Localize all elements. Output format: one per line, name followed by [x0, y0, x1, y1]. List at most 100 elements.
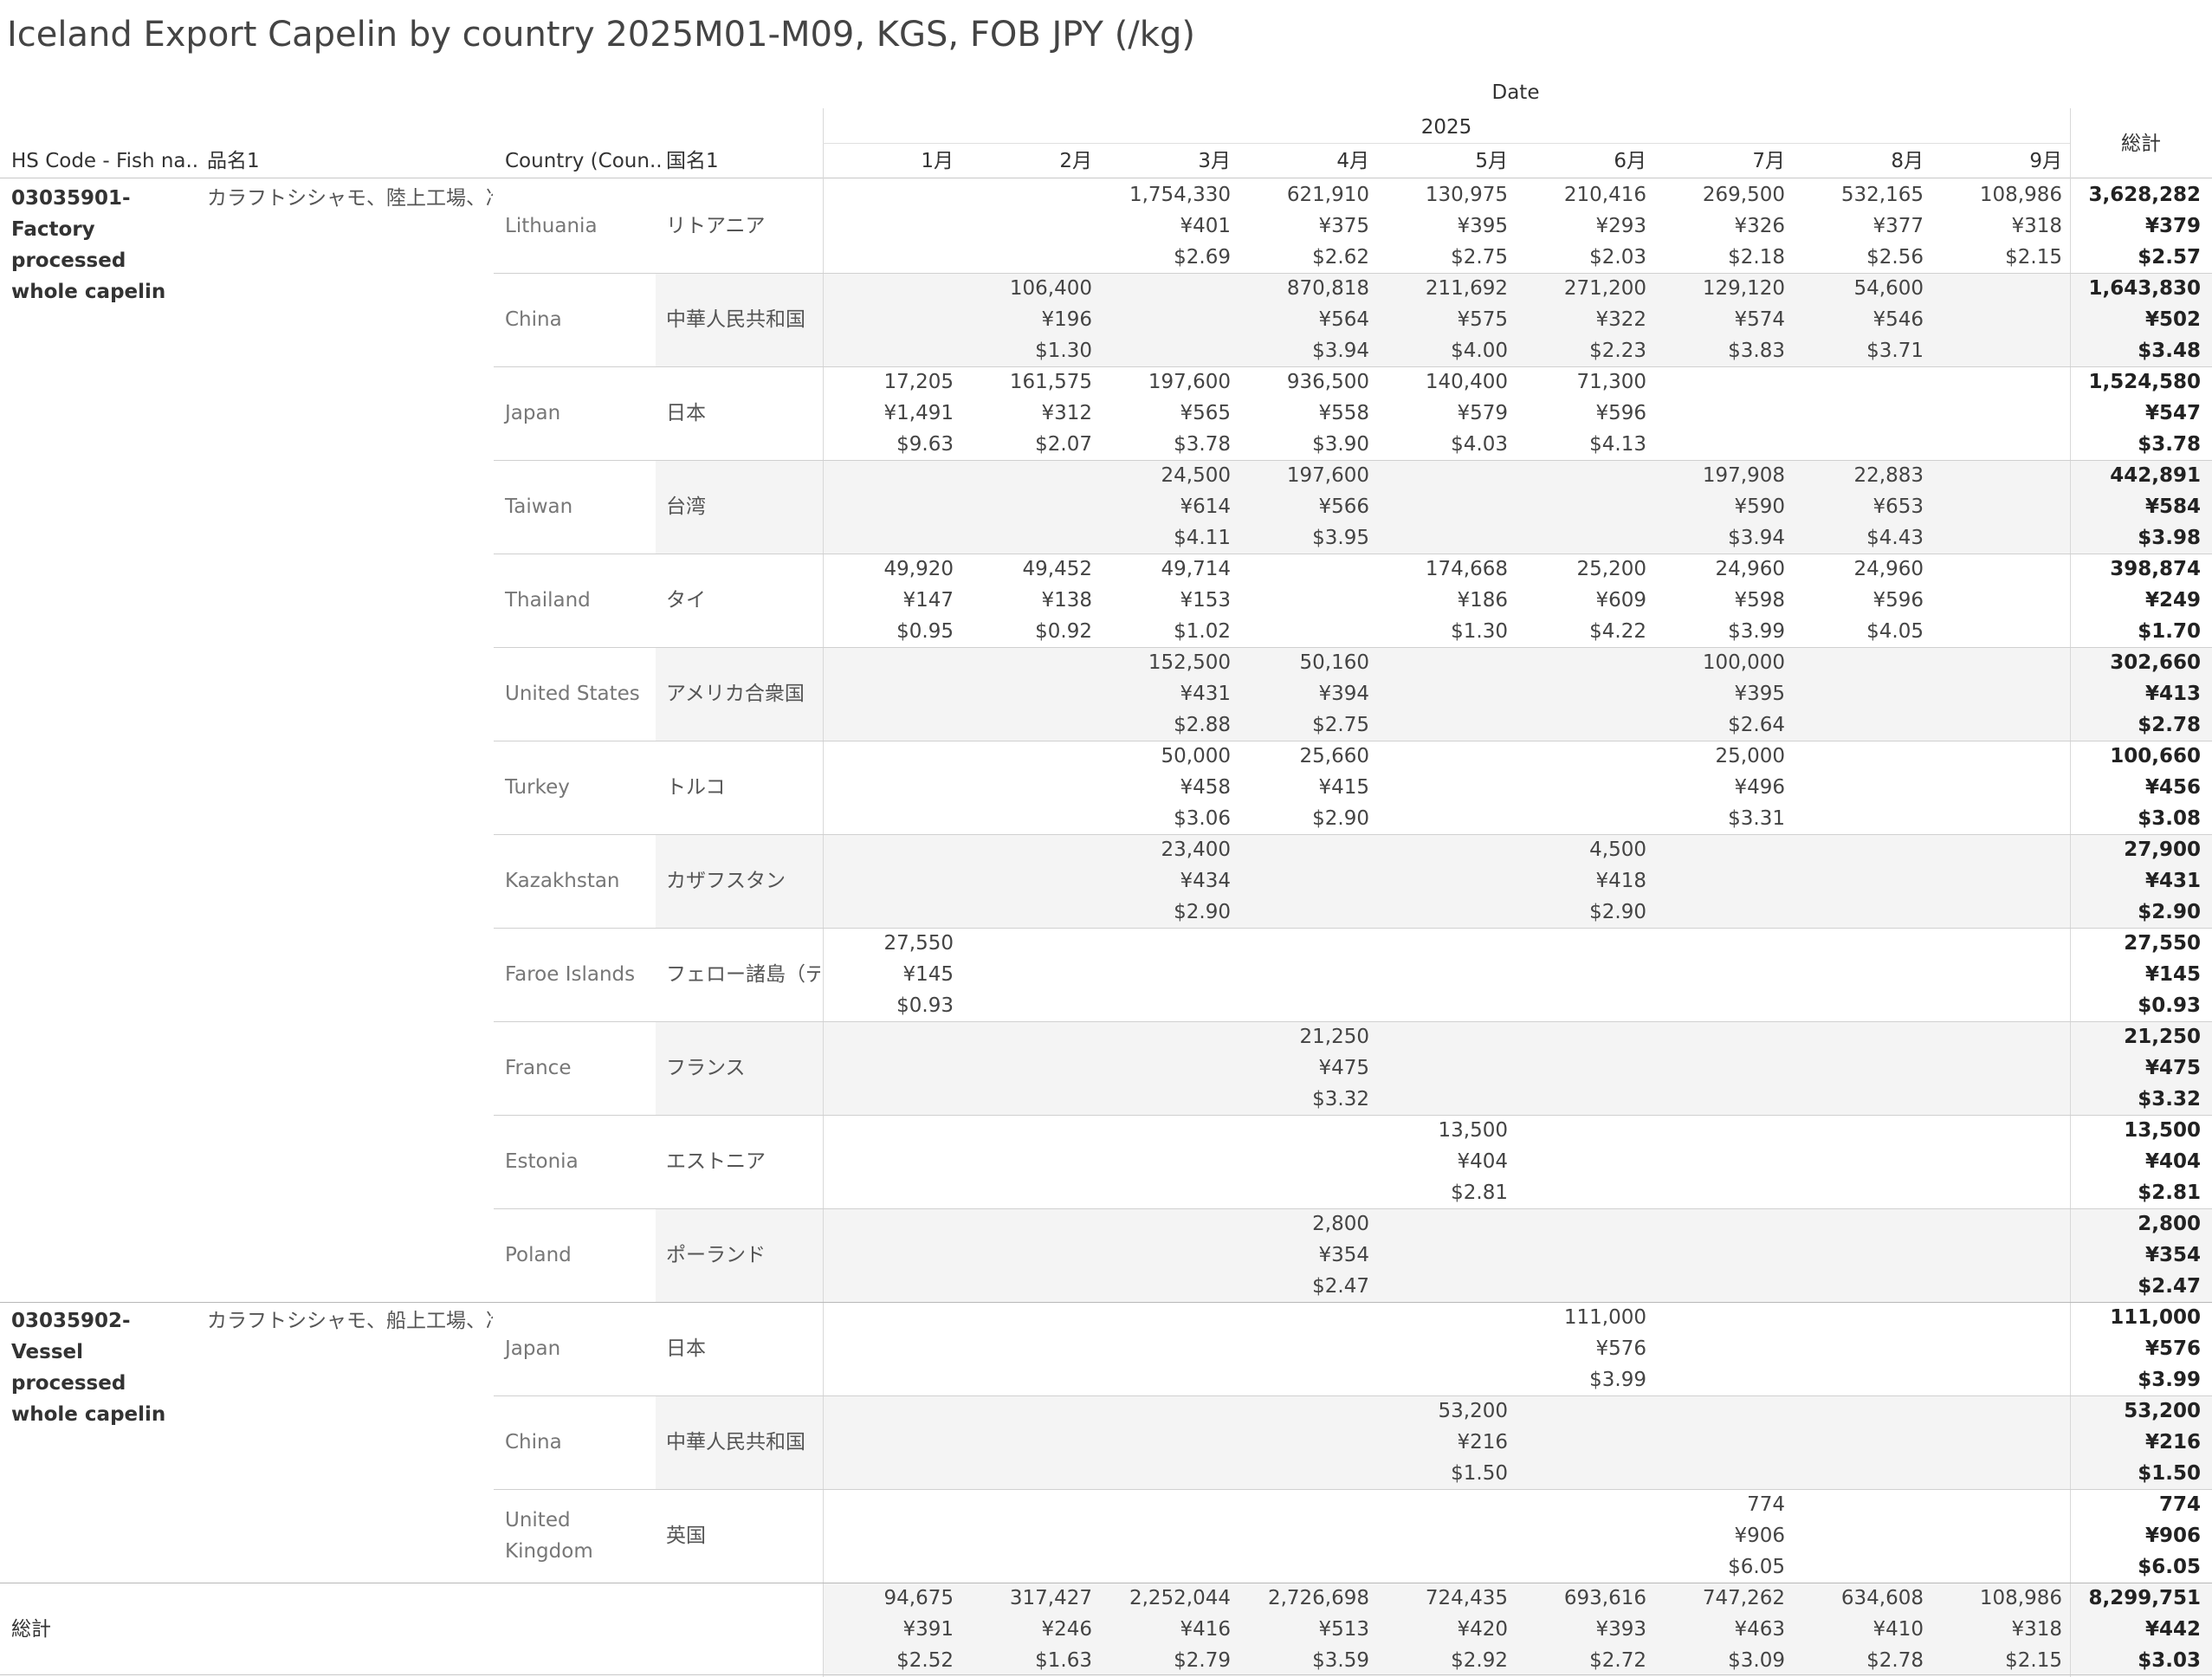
cell-value: 49,920 [883, 558, 954, 580]
row-total: $2.81 [2138, 1182, 2201, 1204]
row-total: 398,874 [2110, 558, 2201, 580]
row-total: 21,250 [2124, 1026, 2201, 1048]
cell-value: $1.02 [1174, 620, 1231, 643]
row-total: ¥431 [2144, 870, 2201, 892]
cell-value: $3.95 [1312, 527, 1369, 549]
header-date: Date [1491, 81, 1540, 104]
row-total: ¥456 [2144, 776, 2201, 799]
grand-total-value: $2.79 [1174, 1649, 1231, 1672]
cell-value: ¥614 [1180, 495, 1231, 518]
cell-value: 140,400 [1425, 371, 1508, 393]
grand-total-total: $3.03 [2138, 1649, 2201, 1672]
row-total: ¥354 [2144, 1244, 2201, 1266]
row-total: ¥216 [2144, 1431, 2201, 1454]
grand-total-value: 317,427 [1009, 1587, 1092, 1609]
cell-value: ¥609 [1595, 589, 1646, 612]
country: Kazakhstan [505, 870, 620, 892]
grand-total-value: 747,262 [1702, 1587, 1785, 1609]
cell-value: $1.50 [1451, 1462, 1508, 1485]
cell-value: $2.15 [2005, 246, 2062, 269]
group-name-ja: カラフトシシャモ、陸上工場、冷凍.. [207, 187, 493, 210]
country-ja: トルコ [666, 776, 726, 799]
cell-value: ¥579 [1457, 402, 1508, 424]
grand-total-value: 94,675 [883, 1587, 954, 1609]
cell-value: 1,754,330 [1129, 184, 1231, 206]
cell-value: $3.83 [1728, 340, 1785, 362]
row-total: $1.70 [2138, 620, 2201, 643]
country-ja: フェロー諸島（デ.. [666, 963, 820, 986]
country: Estonia [505, 1150, 579, 1173]
cell-value: ¥590 [1734, 495, 1785, 518]
cell-value: $6.05 [1728, 1556, 1785, 1578]
cell-value: $2.69 [1174, 246, 1231, 269]
country: China [505, 1431, 562, 1454]
grand-total-value: 693,616 [1563, 1587, 1646, 1609]
country: Japan [505, 402, 561, 424]
cell-value: 197,600 [1148, 371, 1231, 393]
cell-value: $2.03 [1589, 246, 1646, 269]
country-ja: 日本 [666, 402, 706, 424]
header-month: 7月 [1752, 150, 1785, 172]
grand-total-value: 724,435 [1425, 1587, 1508, 1609]
row-total: ¥379 [2144, 215, 2201, 237]
cell-value: ¥322 [1595, 308, 1646, 331]
cell-value: $2.23 [1589, 340, 1646, 362]
row-total: $2.78 [2138, 714, 2201, 736]
cell-value: $4.43 [1866, 527, 1924, 549]
cell-value: ¥145 [902, 963, 954, 986]
cell-value: 23,400 [1161, 838, 1231, 861]
row-total: ¥249 [2144, 589, 2201, 612]
country-ja: タイ [666, 589, 706, 612]
cell-value: $0.95 [896, 620, 954, 643]
cell-value: $2.90 [1589, 901, 1646, 923]
grand-total-value: ¥393 [1595, 1618, 1646, 1641]
cell-value: 49,452 [1022, 558, 1092, 580]
cell-value: ¥186 [1457, 589, 1508, 612]
cell-value: ¥598 [1734, 589, 1785, 612]
cell-value: 161,575 [1009, 371, 1092, 393]
cell-value: $2.75 [1451, 246, 1508, 269]
cell-value: 774 [1747, 1493, 1785, 1516]
country: Lithuania [505, 215, 598, 237]
country: Faroe Islands [505, 963, 636, 986]
row-total: 27,900 [2124, 838, 2201, 861]
grand-total-value: 108,986 [1979, 1587, 2062, 1609]
cell-value: ¥906 [1734, 1525, 1785, 1547]
cell-value: $3.94 [1728, 527, 1785, 549]
cell-value: ¥415 [1318, 776, 1369, 799]
row-total: ¥404 [2144, 1150, 2201, 1173]
row-total: $0.93 [2138, 994, 2201, 1017]
cell-value: 21,250 [1299, 1026, 1369, 1048]
cell-value: 53,200 [1438, 1400, 1508, 1422]
cell-value: $2.75 [1312, 714, 1369, 736]
cell-value: $3.99 [1728, 620, 1785, 643]
row-line [494, 928, 2212, 929]
header-year: 2025 [1420, 116, 1472, 139]
cell-value: 106,400 [1009, 277, 1092, 300]
cell-value: 50,160 [1299, 651, 1369, 674]
row-shade [656, 1395, 2212, 1489]
group-code: 03035901-Factory processed whole capelin [11, 187, 166, 303]
cell-value: 197,908 [1702, 464, 1785, 487]
row-line [494, 460, 2212, 461]
cell-value: $3.90 [1312, 433, 1369, 456]
cell-value: $2.18 [1728, 246, 1785, 269]
cell-value: 24,960 [1715, 558, 1785, 580]
row-total: $6.05 [2138, 1556, 2201, 1578]
cell-value: 71,300 [1576, 371, 1646, 393]
cell-value: 870,818 [1286, 277, 1369, 300]
cell-value: $3.06 [1174, 807, 1231, 830]
cell-value: 130,975 [1425, 184, 1508, 206]
country-ja: 中華人民共和国 [666, 308, 805, 331]
cell-value: ¥1,491 [883, 402, 954, 424]
cell-value: ¥394 [1318, 683, 1369, 705]
cell-value: 50,000 [1161, 745, 1231, 767]
cell-value: 532,165 [1840, 184, 1924, 206]
grand-total-value: $1.63 [1035, 1649, 1092, 1672]
cell-value: ¥546 [1872, 308, 1924, 331]
cell-value: 621,910 [1286, 184, 1369, 206]
row-total: ¥145 [2144, 963, 2201, 986]
year-line [823, 143, 2070, 144]
row-line [494, 273, 2212, 274]
cell-value: ¥293 [1595, 215, 1646, 237]
